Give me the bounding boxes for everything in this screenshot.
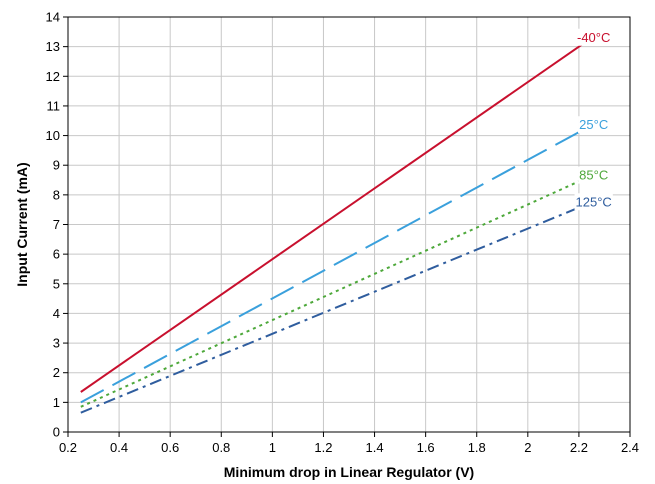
y-tick-label: 8 [53, 187, 60, 202]
series-lines [80, 36, 593, 414]
y-tick-label: 7 [53, 217, 60, 232]
x-tick-label: 1.6 [417, 440, 435, 455]
series-label-background [578, 116, 610, 134]
y-tick-label: 3 [53, 336, 60, 351]
y-axis-title: Input Current (mA) [14, 162, 30, 286]
plot-frame [67, 16, 631, 433]
y-tick-label: 14 [46, 10, 60, 25]
series-label: 125°C [576, 194, 612, 209]
x-tick-label: 1.8 [468, 440, 486, 455]
series-label-background [575, 28, 612, 46]
x-axis-title: Minimum drop in Linear Regulator (V) [224, 464, 474, 480]
x-tick-label: 2.2 [570, 440, 588, 455]
x-tick-label: 1.4 [366, 440, 384, 455]
x-tick-label: 1 [269, 440, 276, 455]
grid-lines [67, 16, 631, 433]
x-tick-label: 2 [524, 440, 531, 455]
series-line [80, 36, 593, 393]
series-line [80, 201, 593, 414]
series-label: 85°C [579, 168, 608, 183]
x-tick-label: 2.4 [621, 440, 639, 455]
x-tick-label: 1.2 [314, 440, 332, 455]
series-label: 25°C [579, 117, 608, 132]
series-label-background [574, 193, 613, 211]
series-line [80, 174, 593, 408]
x-tick-label: 0.6 [161, 440, 179, 455]
y-tick-label: 6 [53, 247, 60, 262]
series-labels: -40°C 25°C 85°C 125°C [574, 28, 613, 211]
x-axis-ticks: 0.2 0.4 0.6 0.8 1 1.2 1.4 1.6 1.8 2 2.2 2.4 [59, 432, 639, 455]
y-tick-label: 5 [53, 276, 60, 291]
y-tick-label: 10 [46, 128, 60, 143]
y-tick-label: 4 [53, 306, 60, 321]
y-tick-label: 1 [53, 395, 60, 410]
y-tick-label: 13 [46, 39, 60, 54]
y-tick-label: 12 [46, 69, 60, 84]
x-tick-label: 0.2 [59, 440, 77, 455]
y-tick-label: 2 [53, 365, 60, 380]
y-tick-label: 0 [53, 425, 60, 440]
x-tick-label: 0.4 [110, 440, 128, 455]
series-label-background [578, 166, 610, 184]
y-tick-label: 11 [47, 98, 61, 113]
x-tick-label: 0.8 [212, 440, 230, 455]
series-line [80, 124, 593, 404]
y-tick-label: 9 [53, 158, 60, 173]
series-label: -40°C [577, 30, 610, 45]
